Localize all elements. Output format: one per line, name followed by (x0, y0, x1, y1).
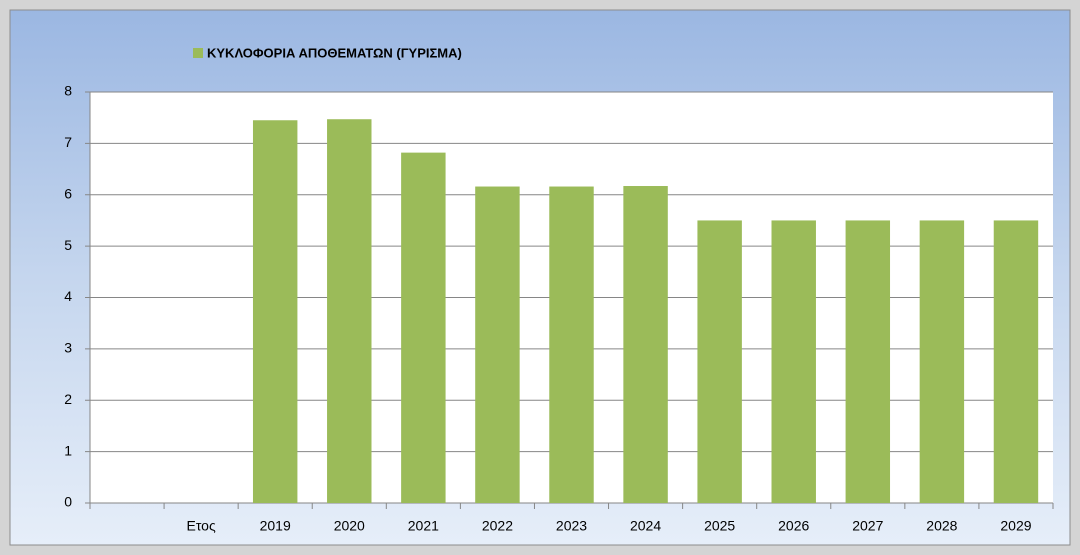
x-tick-label: 2023 (556, 518, 587, 534)
bar (475, 186, 520, 503)
x-tick-label: 2027 (852, 518, 883, 534)
y-tick-label: 3 (64, 340, 72, 356)
bar (845, 220, 891, 503)
y-tick-label: 2 (64, 391, 72, 407)
x-tick-label: 2026 (778, 518, 809, 534)
x-tick-label: 2029 (1000, 518, 1031, 534)
x-tick-label: 2022 (482, 518, 513, 534)
y-tick-label: 1 (64, 442, 72, 458)
bar (623, 186, 668, 504)
bar (549, 186, 594, 503)
x-tick-label: 2019 (260, 518, 291, 534)
x-tick-label: 2028 (926, 518, 957, 534)
bar (697, 220, 742, 503)
x-tick-label: 2021 (408, 518, 439, 534)
bar (919, 220, 965, 503)
bar (771, 220, 816, 503)
legend-swatch (193, 48, 203, 58)
y-tick-label: 0 (64, 494, 72, 510)
x-tick-label: Ετος (187, 518, 216, 534)
y-tick-label: 7 (64, 134, 72, 150)
y-tick-label: 8 (64, 83, 72, 99)
bar (327, 119, 372, 503)
x-tick-label: 2025 (704, 518, 735, 534)
y-tick-label: 4 (64, 288, 72, 304)
y-tick-label: 6 (64, 185, 72, 201)
bar (252, 120, 298, 503)
x-tick-label: 2020 (334, 518, 365, 534)
legend-label: ΚΥΚΛΟΦΟΡΙΑ ΑΠΟΘΕΜΑΤΩΝ (ΓΥΡΙΣΜΑ) (207, 45, 462, 60)
bar (401, 152, 446, 503)
x-tick-label: 2024 (630, 518, 661, 534)
bar (993, 220, 1039, 503)
y-tick-label: 5 (64, 237, 72, 253)
